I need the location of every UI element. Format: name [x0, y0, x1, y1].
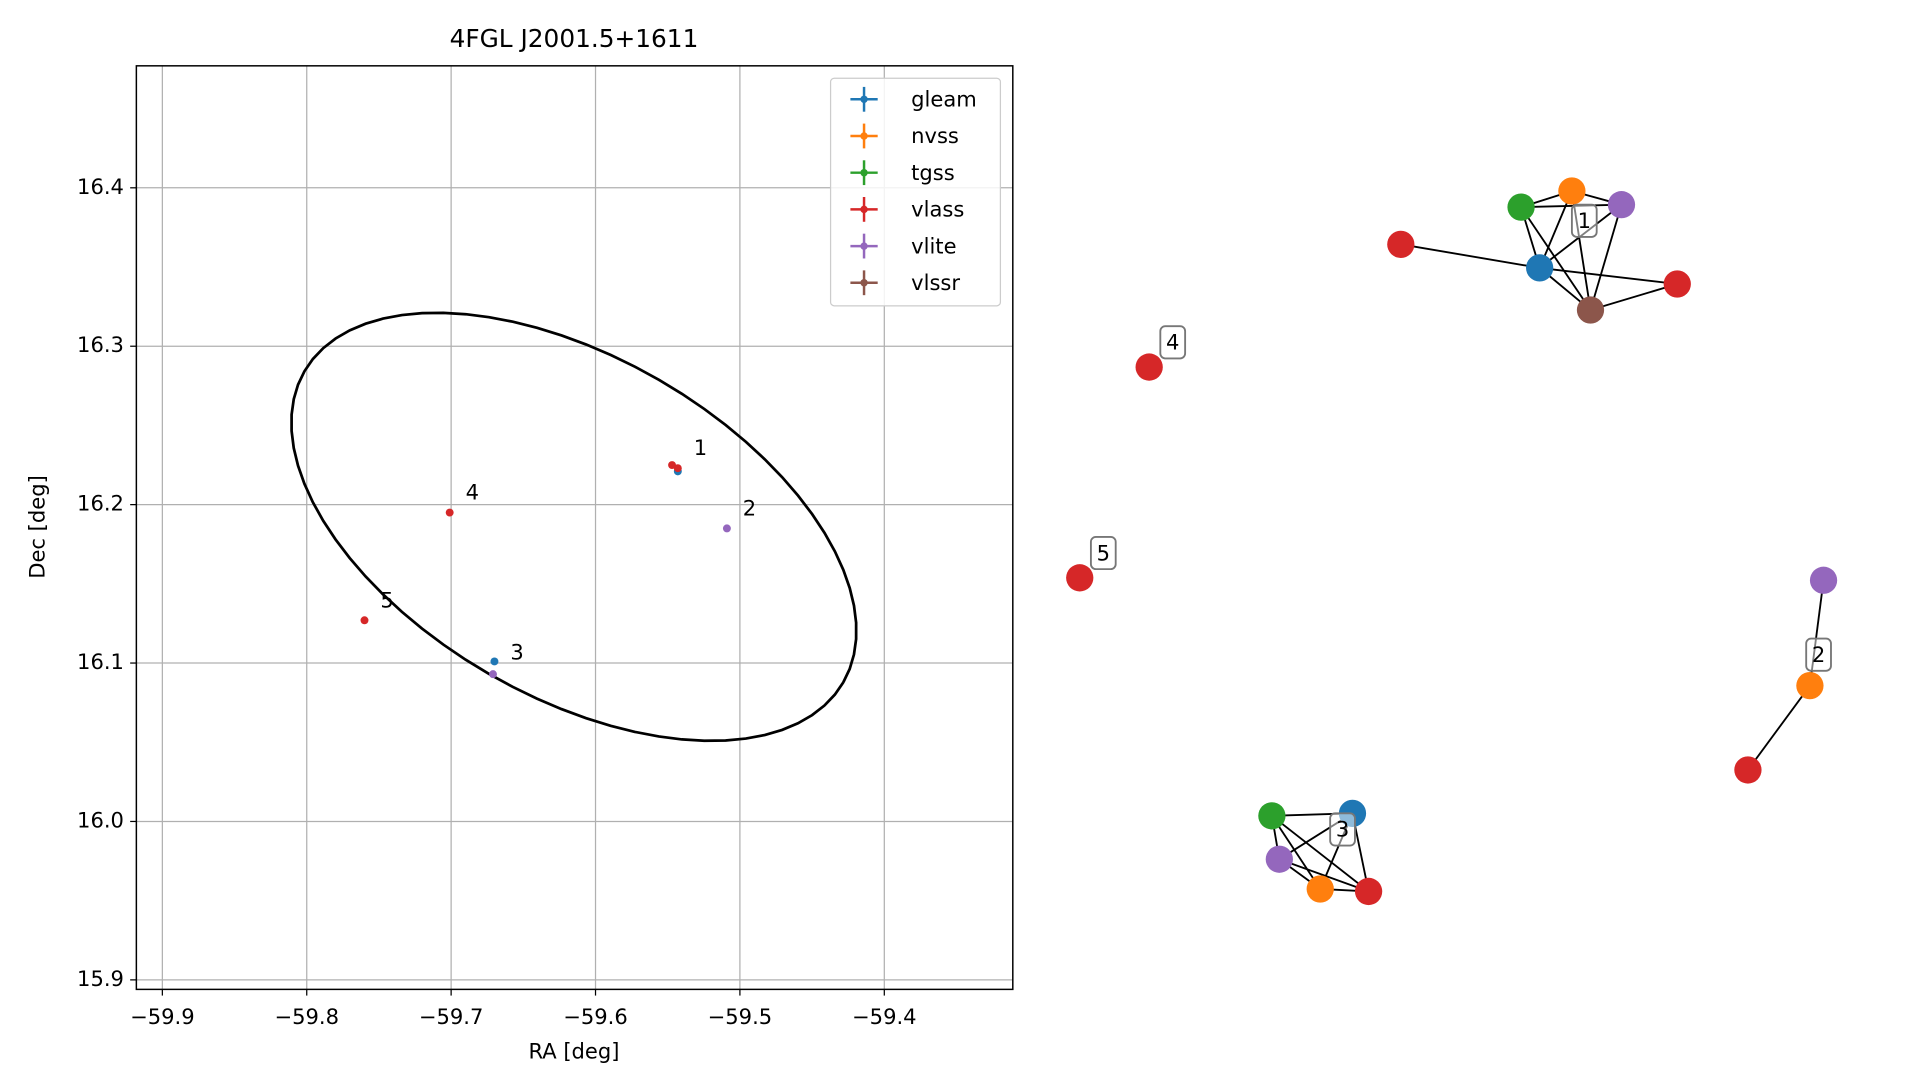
graph-edge: [1400, 243, 1540, 269]
legend-label: gleam: [911, 87, 977, 112]
legend-label: nvss: [911, 123, 959, 148]
x-tick-label: −59.6: [563, 1004, 628, 1029]
annotation: 2: [743, 495, 756, 520]
error-ellipse: [290, 311, 858, 743]
point: [673, 464, 682, 473]
point: [360, 616, 369, 625]
x-tick-label: −59.7: [419, 1004, 484, 1029]
legend-label: vlass: [911, 197, 964, 222]
legend-marker: [860, 168, 868, 177]
graph-edge: [1271, 815, 1370, 893]
graph-label-box: [1805, 637, 1832, 672]
legend-label: tgss: [911, 160, 955, 185]
graph-label-box: [1159, 325, 1187, 360]
annotation: 5: [380, 587, 393, 612]
graph-node: [1734, 756, 1762, 784]
graph-label: 4: [1166, 330, 1179, 355]
graph-node: [1663, 270, 1691, 298]
graph-node: [1809, 566, 1838, 594]
graph-node: [1526, 254, 1554, 282]
graph-edge: [1521, 203, 1622, 209]
graph-edge: [1589, 204, 1623, 311]
y-tick-label: 16.2: [77, 491, 124, 516]
point: [722, 524, 731, 533]
x-axis-label: RA [deg]: [528, 1039, 619, 1064]
annotation: 3: [510, 640, 523, 665]
graph-edge: [1279, 858, 1369, 893]
y-tick-label: 15.9: [77, 966, 124, 991]
legend-label: vlssr: [911, 270, 960, 295]
legend: gleam nvss tgss vlass vlite vlssr: [829, 77, 1002, 307]
point: [489, 670, 497, 679]
graph-node: [1066, 564, 1094, 592]
graph-node: [1387, 230, 1415, 258]
graph-label-box: [1570, 203, 1598, 238]
graph-node: [1507, 193, 1535, 221]
graph-node: [1258, 802, 1286, 830]
legend-marker: [860, 132, 868, 140]
graph-edge: [1539, 266, 1678, 285]
graph-edge: [1520, 206, 1592, 311]
graph-node: [1558, 177, 1586, 205]
y-tick-label: 16.4: [77, 174, 124, 199]
x-tick-label: −59.9: [130, 1004, 195, 1029]
network-graph: 1 4 5 2 3: [1066, 177, 1838, 906]
annotation: 1: [694, 435, 707, 460]
graph-label: 2: [1812, 642, 1825, 667]
graph-edge: [1538, 190, 1573, 269]
legend-marker: [860, 242, 868, 250]
graph-label-box: [1089, 535, 1117, 571]
x-tick-label: −59.4: [852, 1004, 917, 1029]
graph-node: [1135, 353, 1163, 381]
annotation: 4: [466, 480, 479, 505]
y-tick-label: 16.0: [77, 807, 124, 832]
legend-marker: [860, 205, 868, 214]
y-axis-label: Dec [deg]: [24, 475, 49, 579]
graph-edge: [1747, 685, 1811, 771]
graph-label: 3: [1336, 817, 1349, 842]
graph-edge: [1590, 283, 1678, 311]
axes-frame: [135, 65, 1014, 991]
graph-edge: [1271, 815, 1322, 890]
graph-node: [1796, 672, 1824, 700]
graph-node: [1607, 191, 1636, 219]
y-tick-label: 16.1: [77, 649, 124, 674]
x-tick-label: −59.8: [274, 1004, 339, 1029]
chart-title: 4FGL J2001.5+1611: [450, 24, 699, 53]
legend-marker: [860, 279, 868, 287]
graph-node: [1354, 877, 1383, 906]
point: [490, 657, 499, 666]
graph-label: 1: [1578, 208, 1591, 233]
graph-node: [1265, 845, 1293, 873]
point: [445, 508, 454, 517]
legend-label: vlite: [911, 233, 956, 258]
graph-node: [1576, 296, 1605, 324]
y-tick-label: 16.3: [77, 332, 124, 357]
graph-node: [1306, 875, 1334, 903]
point: [668, 461, 677, 469]
plot-area: −59.9 −59.8 −59.7 −59.6 −59.5 −59.4 15.9 16.0 16…: [77, 65, 1014, 1029]
legend-marker: [860, 95, 868, 104]
x-tick-label: −59.5: [708, 1004, 773, 1029]
graph-label: 5: [1097, 540, 1110, 565]
graph-label-box: [1329, 812, 1356, 847]
